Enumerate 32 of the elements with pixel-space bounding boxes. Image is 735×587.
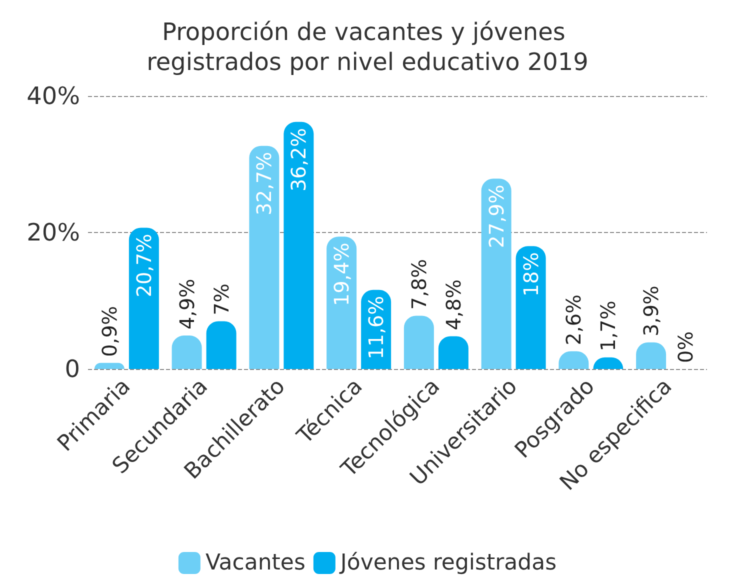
bar	[284, 122, 314, 369]
data-label: 1,7%	[596, 300, 620, 352]
bar	[172, 336, 202, 369]
bar	[326, 236, 357, 369]
data-label: 4,9%	[174, 278, 199, 330]
chart-title: Proporción de vacantes y jóvenes registrados por nivel educativo 2019	[146, 18, 588, 76]
data-label: 0,9%	[97, 306, 122, 357]
data-label: 2,6%	[562, 294, 586, 346]
y-tick-label: 20%	[26, 218, 80, 246]
data-label: 18%	[518, 252, 543, 297]
data-label: 20,7%	[132, 234, 156, 298]
data-label: 4,8%	[441, 279, 466, 330]
bar	[438, 336, 468, 369]
data-label: 3,9%	[639, 286, 664, 336]
bar	[516, 246, 546, 369]
bar	[206, 321, 236, 369]
data-label: 36,2%	[286, 128, 311, 192]
y-tick-label: 0	[64, 355, 80, 383]
legend-label: Jóvenes registradas	[338, 550, 557, 576]
data-label: 32,7%	[252, 152, 276, 216]
data-label: 11,6%	[364, 296, 388, 360]
bar	[249, 146, 280, 369]
data-label: 7%	[209, 283, 234, 316]
legend-label: Vacantes	[205, 550, 306, 576]
data-label: 7,8%	[406, 258, 431, 310]
data-label: 0%	[674, 331, 698, 363]
bar	[128, 228, 159, 369]
bar	[481, 178, 512, 369]
data-label: 19,4%	[330, 242, 354, 306]
y-tick-label: 40%	[26, 82, 80, 110]
bar	[404, 316, 434, 369]
data-label: 27,9%	[484, 184, 508, 248]
